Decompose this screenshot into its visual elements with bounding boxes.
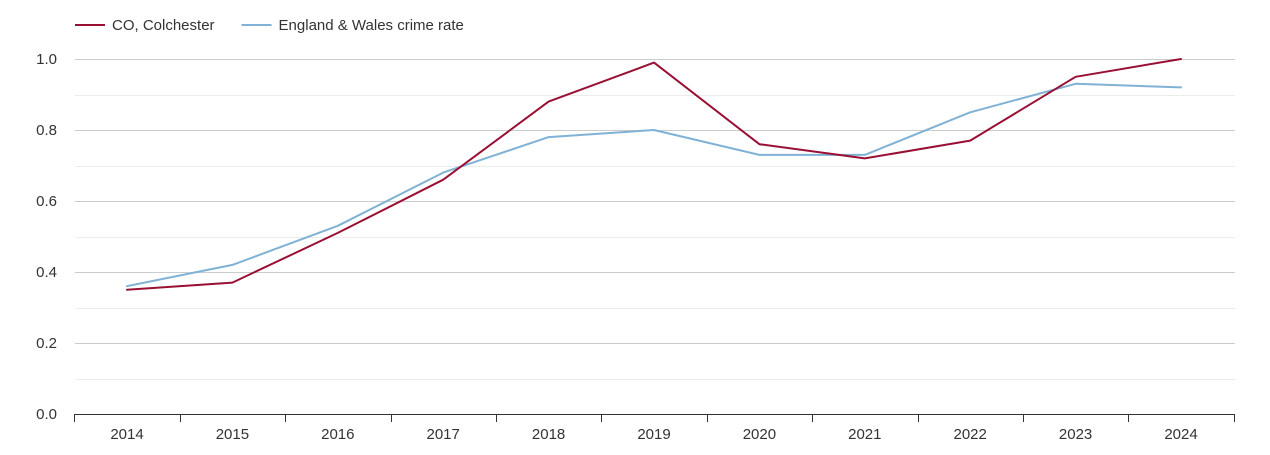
axes: 0.0 0.2 0.4 0.6 0.8 1.0 2014 2015 2016 2017 2018 20… — [36, 51, 1235, 443]
legend-label: CO, Colchester — [112, 17, 215, 34]
x-tick-label: 2021 — [848, 426, 881, 443]
y-tick-label: 0.8 — [36, 122, 57, 139]
x-tick-label: 2023 — [1059, 426, 1092, 443]
legend-item: England & Wales crime rate — [242, 17, 464, 34]
y-tick-label: 0.0 — [36, 406, 57, 423]
legend-label: England & Wales crime rate — [279, 17, 464, 34]
legend: CO, Colchester England & Wales crime rate — [75, 17, 464, 34]
x-tick-label: 2018 — [532, 426, 565, 443]
y-tick-label: 0.2 — [36, 335, 57, 352]
x-tick-label: 2022 — [954, 426, 987, 443]
x-tick-label: 2017 — [427, 426, 460, 443]
x-tick-label: 2020 — [743, 426, 776, 443]
x-tick-label: 2014 — [110, 426, 143, 443]
x-tick-label: 2024 — [1164, 426, 1197, 443]
y-tick-label: 0.6 — [36, 193, 57, 210]
x-tick-label: 2016 — [321, 426, 354, 443]
series-line — [127, 84, 1181, 286]
x-tick-label: 2019 — [637, 426, 670, 443]
y-tick-label: 1.0 — [36, 51, 57, 68]
series-lines — [127, 59, 1181, 290]
x-tick-label: 2015 — [216, 426, 249, 443]
grid-lines — [75, 60, 1235, 380]
y-tick-label: 0.4 — [36, 264, 57, 281]
series-line — [127, 59, 1181, 290]
legend-item: CO, Colchester — [75, 17, 215, 34]
